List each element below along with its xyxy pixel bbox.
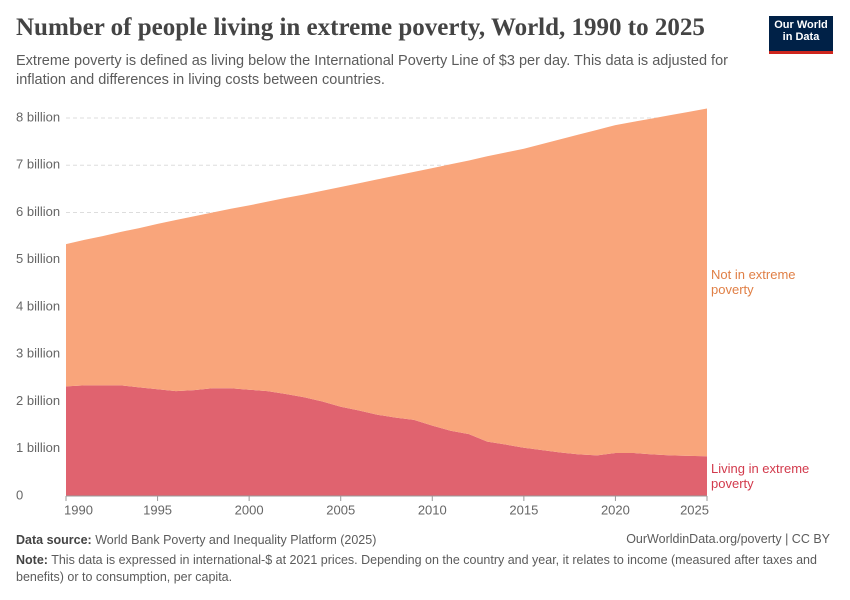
chart-subtitle: Extreme poverty is defined as living bel… (16, 53, 728, 88)
y-tick-label: 6 billion (16, 204, 60, 219)
legend-label: Not in extreme poverty (711, 267, 796, 298)
x-tick-label: 1990 (64, 502, 93, 517)
source: Data source: World Bank Poverty and Ineq… (16, 532, 376, 549)
area (66, 108, 707, 457)
note-text: This data is expressed in international-… (16, 553, 817, 584)
x-tick-label: 2025 (680, 502, 709, 517)
x-tick-label: 1995 (143, 502, 172, 517)
source-url[interactable]: OurWorldinData.org/poverty | CC BY (626, 532, 830, 546)
x-tick-label: 2010 (418, 502, 447, 517)
x-tick-label: 2005 (326, 502, 355, 517)
y-tick-label: 1 billion (16, 440, 60, 455)
note: Note: This data is expressed in internat… (16, 552, 826, 586)
source-text: World Bank Poverty and Inequality Platfo… (95, 533, 377, 547)
logo-text: Our World in Data (774, 19, 828, 43)
x-tick-label: 2020 (601, 502, 630, 517)
chart-title: Number of people living in extreme pover… (16, 14, 705, 41)
y-tick-label: 7 billion (16, 157, 60, 172)
x-tick-label: 2015 (509, 502, 538, 517)
legend-label: Living in extreme poverty (711, 461, 810, 492)
logo[interactable]: Our World in Data (769, 16, 833, 54)
y-tick-label: 0 (16, 487, 23, 502)
y-tick-label: 4 billion (16, 298, 60, 313)
x-tick-label: 2000 (235, 502, 264, 517)
source-label: Data source: (16, 533, 92, 547)
y-tick-label: 8 billion (16, 109, 60, 124)
y-tick-label: 3 billion (16, 346, 60, 361)
area (66, 385, 707, 496)
y-tick-label: 5 billion (16, 251, 60, 266)
y-tick-label: 2 billion (16, 393, 60, 408)
note-label: Note: (16, 553, 48, 567)
